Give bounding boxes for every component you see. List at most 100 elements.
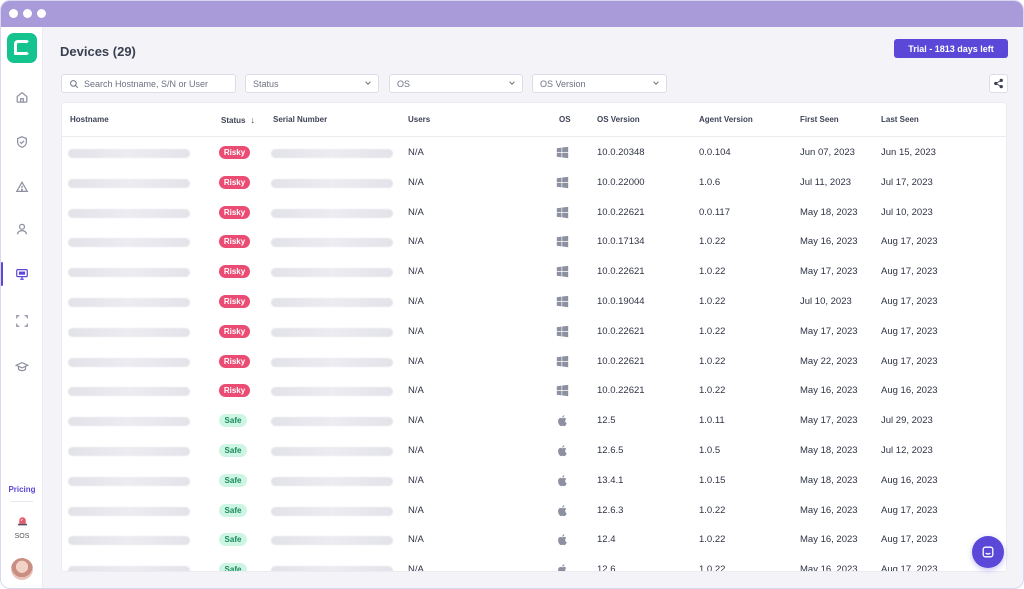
share-button[interactable] — [989, 74, 1008, 93]
first-seen-cell: May 16, 2023 — [800, 534, 858, 546]
serial-redacted — [271, 238, 393, 248]
users-cell: N/A — [408, 504, 424, 516]
serial-redacted — [271, 298, 393, 307]
status-badge: Risky — [219, 324, 250, 338]
table-row[interactable]: Safe N/A 12.6.3 1.0.22 May 16, 2023 Aug 17, 2… — [62, 496, 1006, 526]
header-first-seen[interactable]: First Seen — [800, 115, 839, 124]
trial-button[interactable]: Trial - 1813 days left — [894, 39, 1008, 58]
table-row[interactable]: Risky N/A 10.0.22621 1.0.22 May 17, 2023 Aug … — [62, 317, 1006, 347]
serial-redacted — [271, 149, 393, 158]
table-row[interactable]: Risky N/A 10.0.22621 1.0.22 May 16, 2023 Aug … — [62, 376, 1006, 406]
os-version-cell: 12.5 — [597, 415, 616, 427]
windows-icon — [556, 235, 569, 248]
status-badge: Risky — [219, 384, 250, 398]
window-dot[interactable] — [9, 9, 18, 18]
table-row[interactable]: Risky N/A 10.0.22621 1.0.22 May 17, 2023 Aug … — [62, 257, 1006, 287]
sidebar-item-home[interactable] — [1, 83, 43, 111]
table-row[interactable]: Risky N/A 10.0.22621 1.0.22 May 22, 2023 Aug … — [62, 347, 1006, 377]
table-row[interactable]: Safe N/A 12.5 1.0.11 May 17, 2023 Jul 29, 202… — [62, 406, 1006, 436]
sidebar-item-scan[interactable] — [1, 307, 43, 335]
agent-version-cell: 0.0.104 — [699, 147, 731, 158]
header-hostname[interactable]: Hostname — [70, 115, 109, 124]
apple-icon — [556, 414, 569, 427]
users-cell: N/A — [408, 355, 424, 367]
app-logo[interactable] — [7, 33, 37, 63]
warning-icon — [15, 180, 29, 192]
first-seen-cell: May 16, 2023 — [800, 504, 858, 516]
os-version-filter[interactable]: OS Version — [532, 74, 667, 93]
sort-down-icon[interactable]: ↓ — [250, 115, 255, 125]
table-row[interactable]: Risky N/A 10.0.19044 1.0.22 Jul 10, 2023 Aug … — [62, 287, 1006, 317]
windows-icon — [556, 265, 569, 278]
pricing-link[interactable]: Pricing — [8, 485, 36, 494]
os-version-cell: 10.0.22621 — [597, 355, 645, 367]
last-seen-cell: Aug 17, 2023 — [881, 355, 938, 367]
windows-icon — [556, 146, 569, 159]
search-placeholder: Search Hostname, S/N or User — [84, 78, 209, 89]
agent-version-cell: 0.0.117 — [699, 206, 730, 218]
user-avatar[interactable] — [11, 558, 33, 580]
agent-version-cell: 1.0.22 — [699, 236, 726, 248]
status-badge: Risky — [219, 295, 250, 308]
header-last-seen[interactable]: Last Seen — [881, 115, 919, 124]
table-row[interactable]: Risky N/A 10.0.22000 1.0.6 Jul 11, 2023 Jul 1… — [62, 168, 1006, 198]
chevron-down-icon — [509, 81, 515, 85]
users-cell: N/A — [408, 176, 424, 188]
sidebar-item-security[interactable] — [1, 128, 43, 156]
status-filter-label: Status — [253, 78, 279, 89]
search-input[interactable]: Search Hostname, S/N or User — [61, 74, 236, 93]
sidebar-item-training[interactable] — [1, 353, 43, 381]
header-os[interactable]: OS — [559, 115, 571, 124]
hostname-redacted — [68, 298, 190, 307]
os-version-cell: 10.0.22621 — [597, 325, 645, 337]
status-badge: Risky — [219, 146, 250, 159]
chat-button[interactable] — [972, 536, 1004, 568]
windows-icon — [556, 384, 569, 397]
last-seen-cell: Aug 16, 2023 — [881, 385, 938, 397]
table-row[interactable]: Risky N/A 10.0.22621 0.0.117 May 18, 2023 Jul… — [62, 198, 1006, 228]
agent-version-cell: 1.0.6 — [699, 176, 721, 188]
header-users[interactable]: Users — [408, 115, 431, 124]
hostname-redacted — [68, 268, 190, 278]
sos-label: SOS — [14, 533, 30, 540]
windows-icon — [556, 355, 569, 368]
table-row[interactable]: Safe N/A 13.4.1 1.0.15 May 18, 2023 Aug 16, 2… — [62, 466, 1006, 496]
first-seen-cell: May 18, 2023 — [800, 445, 858, 456]
status-filter[interactable]: Status — [245, 74, 379, 93]
window-dot[interactable] — [23, 9, 32, 18]
table-row[interactable]: Safe N/A 12.6.5 1.0.5 May 18, 2023 Jul 12, 20… — [62, 436, 1006, 466]
header-agent-version[interactable]: Agent Version — [699, 115, 753, 124]
header-status[interactable]: Status ↓ — [221, 115, 255, 125]
first-seen-cell: May 18, 2023 — [800, 474, 858, 486]
sidebar-item-users[interactable] — [1, 215, 43, 243]
serial-redacted — [271, 536, 393, 546]
first-seen-cell: May 16, 2023 — [800, 385, 858, 397]
sidebar-item-alerts[interactable] — [1, 173, 43, 201]
table-row[interactable]: Safe N/A 12.6 1.0.22 May 16, 2023 Aug 17, 202… — [62, 555, 1006, 572]
agent-version-cell: 1.0.22 — [699, 266, 726, 278]
serial-redacted — [271, 208, 393, 218]
agent-version-cell: 1.0.22 — [699, 385, 726, 397]
users-cell: N/A — [408, 474, 424, 486]
monitor-icon — [16, 269, 28, 280]
os-version-cell: 10.0.17134 — [597, 236, 645, 248]
window-dot[interactable] — [37, 9, 46, 18]
last-seen-cell: Jul 17, 2023 — [881, 176, 933, 188]
last-seen-cell: Aug 17, 2023 — [881, 504, 938, 516]
sos-button[interactable]: SOS — [1, 514, 43, 540]
sidebar-divider — [11, 501, 33, 502]
os-filter[interactable]: OS — [389, 74, 523, 93]
header-serial[interactable]: Serial Number — [273, 115, 328, 124]
status-badge: Safe — [219, 444, 247, 457]
table-row[interactable]: Risky N/A 10.0.17134 1.0.22 May 16, 2023 Aug … — [62, 227, 1006, 257]
users-cell: N/A — [408, 564, 424, 572]
status-badge: Safe — [219, 563, 247, 571]
sidebar-item-devices[interactable] — [1, 260, 43, 288]
header-os-version[interactable]: OS Version — [597, 115, 640, 124]
table-row[interactable]: Risky N/A 10.0.20348 0.0.104 Jun 07, 2023 Jun… — [62, 138, 1006, 168]
status-badge: Safe — [219, 414, 247, 428]
last-seen-cell: Jul 10, 2023 — [881, 206, 933, 218]
table-row[interactable]: Safe N/A 12.4 1.0.22 May 16, 2023 Aug 17, 202… — [62, 525, 1006, 555]
hostname-redacted — [68, 238, 190, 248]
